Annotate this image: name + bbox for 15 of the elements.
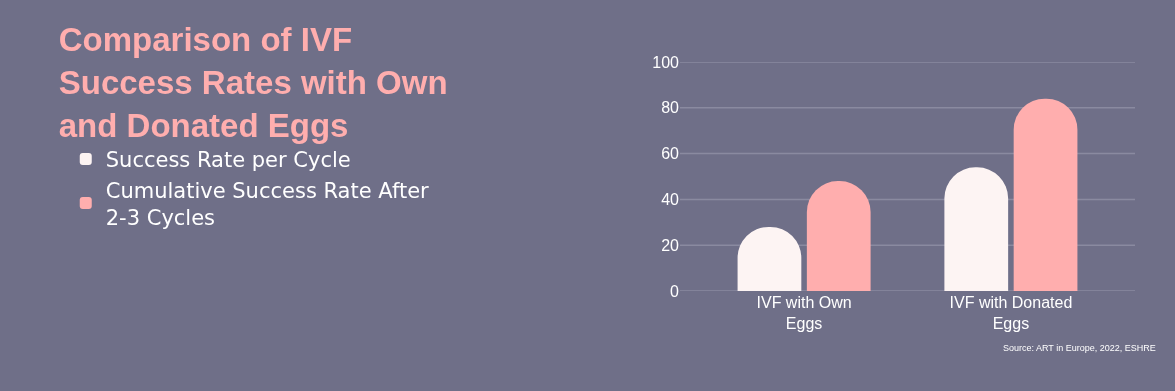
legend-label: Success Rate per Cycle (105, 148, 351, 173)
bar (806, 181, 871, 291)
y-tick-label: 100 (652, 53, 680, 71)
y-tick-label: 40 (661, 191, 680, 208)
y-tick-label: 0 (670, 282, 680, 300)
source-note: Source: ART in Europe, 2022, ESHRE (1003, 343, 1156, 353)
y-tick-label: 80 (661, 99, 680, 117)
y-tick-label: 60 (661, 145, 680, 163)
y-tick-label: 20 (661, 236, 680, 254)
text: Comparison of IVF Success Rates with Own and Donated Eggs (58, 20, 448, 144)
x-tick-label: IVF with Own Eggs (756, 294, 852, 332)
bar (1013, 98, 1078, 291)
legend-label: Cumulative Success Rate After 2-3 Cycles (105, 178, 430, 230)
x-tick-label: IVF with Donated Eggs (949, 294, 1073, 332)
bar (944, 167, 1009, 291)
